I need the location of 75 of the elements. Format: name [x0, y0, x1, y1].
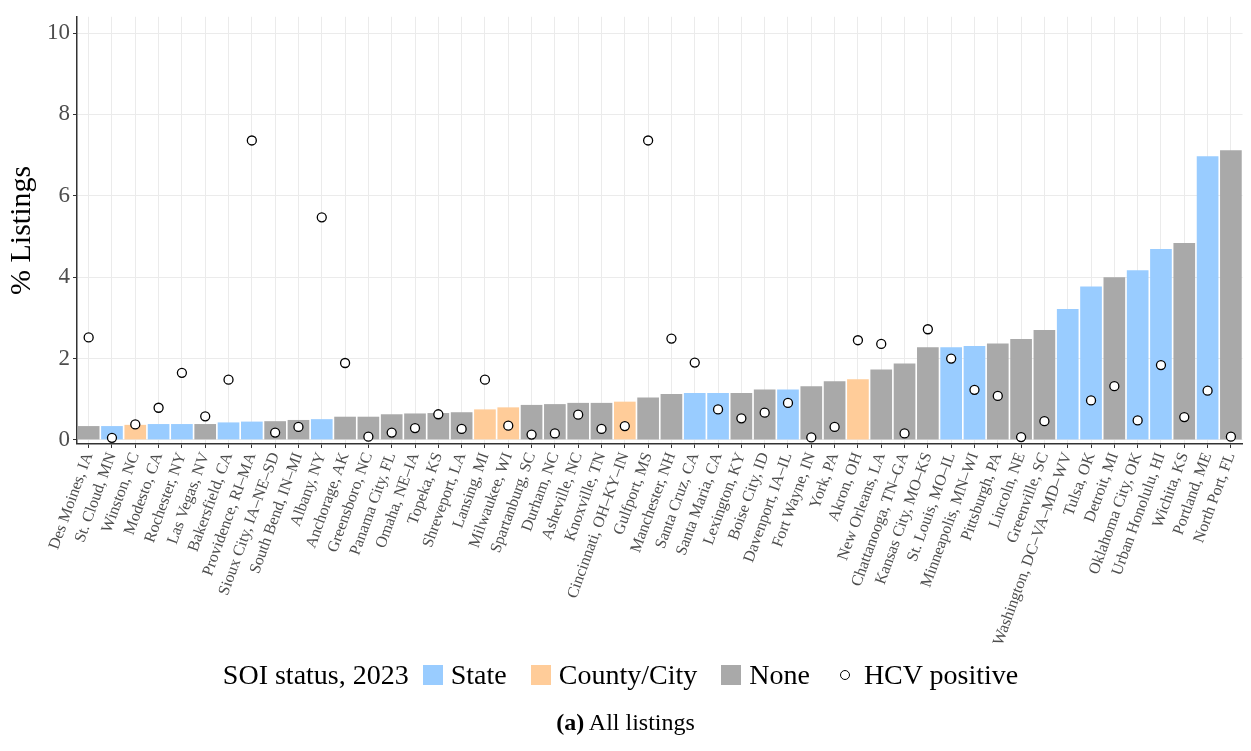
bar: [194, 424, 217, 440]
point: [642, 135, 654, 146]
point: [316, 212, 327, 223]
bar: [1173, 243, 1196, 440]
point: [223, 374, 234, 385]
bar: [963, 345, 986, 440]
y-tick-label: 6: [58, 181, 70, 207]
point: [992, 390, 1003, 402]
point: [1039, 416, 1050, 427]
point: [689, 357, 700, 368]
point: [806, 432, 817, 443]
point: [176, 367, 188, 378]
bar: [217, 422, 240, 440]
bar: [637, 397, 659, 440]
y-axis-title: % Listings: [2, 165, 36, 295]
point: [736, 413, 747, 424]
legend-title: SOI status, 2023: [222, 659, 409, 691]
bar: [1150, 249, 1172, 440]
point: [433, 409, 444, 420]
point: [573, 409, 584, 420]
bar: [800, 386, 823, 440]
point: [479, 374, 491, 385]
bar: [847, 379, 869, 440]
point: [246, 135, 257, 146]
point: [852, 335, 864, 346]
bar: [917, 347, 939, 440]
y-tick-label: 10: [47, 19, 70, 45]
bar: [1103, 277, 1126, 440]
point: [1015, 431, 1027, 443]
text: (a) All listings: [556, 709, 695, 735]
point: [876, 338, 887, 350]
point: [83, 332, 94, 343]
bar: [870, 369, 893, 440]
point: [759, 407, 770, 418]
point: [829, 421, 840, 433]
point: [363, 431, 374, 442]
y-tick-label: 8: [58, 100, 70, 126]
bar: [77, 426, 100, 440]
bar: [823, 381, 846, 440]
point: [922, 324, 933, 335]
point: [666, 333, 677, 344]
bar: [1033, 330, 1056, 440]
point: [899, 428, 910, 439]
bar: [240, 421, 263, 440]
y-tick-label: 2: [58, 344, 70, 370]
bar: [893, 363, 916, 440]
bar: [753, 389, 776, 440]
bar: [1196, 156, 1219, 440]
bar: [777, 389, 799, 440]
point: [596, 423, 607, 435]
point: [526, 429, 537, 440]
legend-label: State: [450, 659, 507, 691]
legend-label: HCV positive: [863, 659, 1019, 691]
legend-label: County/City: [558, 659, 698, 691]
point: [782, 397, 794, 409]
point: [549, 428, 561, 439]
bar: [940, 347, 963, 440]
y-tick-label: 4: [58, 263, 71, 289]
bar: [1126, 270, 1149, 440]
legend-label: None: [749, 659, 810, 691]
bar: [147, 424, 170, 440]
bar: [1220, 150, 1242, 440]
bar: [334, 416, 356, 440]
bar: [730, 393, 753, 440]
point: [339, 357, 351, 369]
point: [153, 402, 164, 413]
bar: [310, 419, 333, 440]
point: [712, 404, 724, 415]
bar: [171, 424, 193, 440]
point: [130, 419, 141, 430]
y-tick-label: 0: [58, 425, 70, 451]
point: [946, 353, 957, 364]
bar: [660, 393, 683, 440]
point: [200, 411, 211, 422]
point: [969, 384, 980, 396]
